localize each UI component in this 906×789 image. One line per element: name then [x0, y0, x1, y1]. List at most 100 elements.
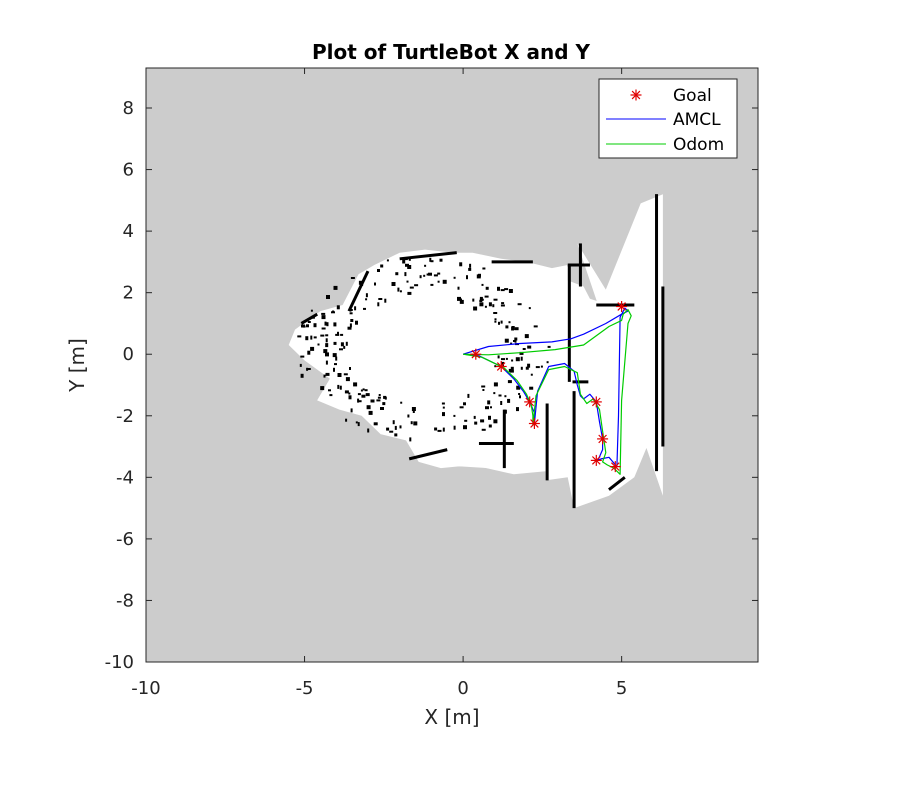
obstacle-speck: [463, 402, 466, 406]
obstacle-speck: [307, 350, 311, 355]
obstacle-speck: [490, 406, 492, 409]
x-tick-label: -5: [296, 678, 314, 699]
obstacle-speck: [337, 384, 340, 389]
obstacle-speck: [361, 283, 364, 286]
legend: Goal AMCL Odom: [598, 78, 738, 159]
obstacle-speck: [511, 326, 515, 331]
obstacle-speck: [350, 408, 353, 413]
y-tick-label: -2: [116, 406, 134, 427]
obstacle-speck: [529, 386, 534, 390]
obstacle-speck: [404, 272, 407, 277]
obstacle-speck: [540, 365, 543, 368]
goal-point: [495, 361, 507, 372]
obstacle-speck: [510, 366, 514, 370]
obstacle-speck: [466, 275, 468, 280]
obstacle-speck: [515, 357, 520, 362]
obstacle-speck: [411, 407, 416, 411]
obstacle-speck: [479, 302, 484, 307]
obstacle-speck: [374, 282, 376, 286]
obstacle-speck: [373, 422, 378, 426]
obstacle-speck: [362, 388, 365, 391]
obstacle-speck: [377, 269, 380, 272]
obstacle-speck: [394, 433, 398, 437]
obstacle-speck: [349, 323, 352, 328]
obstacle-speck: [392, 420, 395, 425]
obstacle-speck: [305, 336, 309, 341]
obstacle-speck: [361, 394, 366, 398]
obstacle-speck: [306, 367, 309, 371]
obstacle-speck: [507, 398, 511, 403]
obstacle-speck: [473, 306, 478, 311]
obstacle-speck: [474, 421, 478, 425]
obstacle-speck: [453, 414, 456, 417]
obstacle-speck: [357, 422, 360, 427]
obstacle-speck: [484, 305, 487, 308]
obstacle-speck: [457, 286, 460, 290]
obstacle-speck: [343, 345, 346, 349]
obstacle-speck: [437, 429, 442, 432]
obstacle-speck: [547, 345, 551, 348]
obstacle-speck: [299, 363, 302, 367]
obstacle-speck: [493, 392, 496, 395]
obstacle-speck: [325, 334, 329, 337]
obstacle-speck: [481, 283, 484, 286]
obstacle-speck: [306, 368, 311, 370]
obstacle-speck: [317, 343, 320, 346]
y-axis-label: Y [m]: [65, 338, 89, 393]
legend-goal-star: [630, 89, 642, 101]
star-stroke: [525, 397, 535, 407]
star-stroke: [530, 419, 539, 428]
obstacle-speck: [332, 310, 335, 313]
obstacle-speck: [302, 325, 306, 328]
obstacle-speck: [324, 321, 327, 326]
obstacle-speck: [501, 302, 505, 305]
goal-point: [528, 418, 540, 429]
obstacle-speck: [488, 424, 492, 428]
obstacle-speck: [481, 385, 486, 388]
obstacle-speck: [481, 428, 486, 431]
star-stroke: [496, 362, 506, 371]
obstacle-speck: [370, 399, 375, 403]
obstacle-speck: [325, 352, 329, 357]
obstacle-speck: [394, 425, 397, 430]
obstacle-speck: [349, 309, 353, 311]
goal-point: [609, 461, 621, 473]
obstacle-speck: [442, 412, 445, 417]
obstacle-speck: [334, 363, 337, 366]
y-tick-label: 0: [123, 344, 134, 365]
obstacle-speck: [423, 274, 426, 277]
series-line-1: [462, 307, 629, 468]
series-line-2: [463, 309, 632, 475]
y-tick-label: -8: [116, 590, 134, 611]
obstacle-speck: [525, 366, 529, 370]
obstacle-speck: [501, 358, 505, 361]
star-stroke: [591, 456, 601, 465]
obstacle-speck: [546, 361, 549, 364]
obstacle-speck: [326, 322, 329, 327]
obstacle-speck: [378, 298, 383, 300]
goal-point: [470, 348, 482, 360]
obstacle-speck: [355, 320, 358, 325]
obstacle-speck: [320, 334, 325, 337]
obstacle-speck: [313, 323, 317, 328]
y-tick-label: 6: [123, 160, 134, 181]
obstacle-speck: [504, 288, 509, 291]
obstacle-speck: [407, 414, 410, 418]
obstacle-speck: [328, 389, 331, 392]
obstacle-speck: [524, 334, 529, 339]
obstacle-speck: [464, 419, 468, 422]
obstacle-speck: [493, 298, 498, 301]
star-stroke: [631, 90, 641, 100]
obstacle-wall: [347, 270, 370, 312]
obstacle-speck: [321, 327, 326, 330]
obstacle-speck: [349, 367, 351, 370]
obstacle-speck: [437, 280, 440, 283]
obstacle-speck: [383, 395, 387, 399]
obstacle-speck: [467, 393, 470, 398]
obstacle-speck: [480, 419, 485, 423]
obstacle-speck: [488, 302, 492, 307]
obstacle-speck: [325, 372, 330, 376]
goal-point: [616, 301, 628, 312]
obstacle-speck: [413, 421, 418, 426]
